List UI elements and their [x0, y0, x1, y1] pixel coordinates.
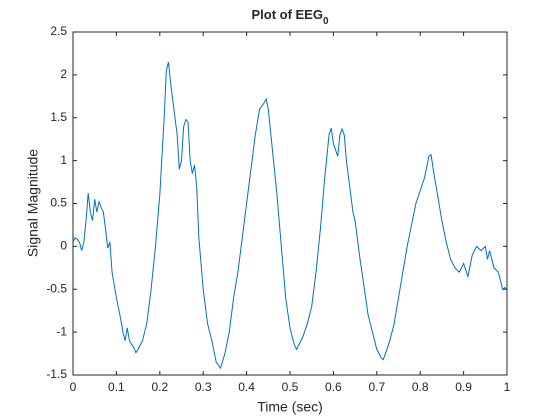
- title-subscript: 0: [323, 16, 329, 27]
- y-tick-label: -1.5: [46, 367, 67, 381]
- x-tick-label: 0.2: [151, 380, 168, 394]
- y-axis-label: Signal Magnitude: [25, 149, 41, 257]
- data-line: [72, 61, 508, 370]
- x-tick-label: 0.3: [195, 380, 212, 394]
- x-tick-label: 0.7: [368, 380, 385, 394]
- y-tick-label: -1: [56, 324, 67, 338]
- x-tick-label: 0.8: [412, 380, 429, 394]
- x-tick-label: 0.5: [282, 380, 299, 394]
- x-tick-label: 0.4: [238, 380, 255, 394]
- x-tick-label: 1: [504, 380, 511, 394]
- title-text: Plot of EEG: [251, 7, 323, 22]
- x-tick-label: 0.1: [108, 380, 125, 394]
- chart-title: Plot of EEG0: [251, 7, 329, 26]
- x-tick-label: 0.6: [325, 380, 342, 394]
- x-tick-label: 0: [70, 380, 77, 394]
- x-tick-label: 0.9: [455, 380, 472, 394]
- x-axis-label: Time (sec): [257, 399, 323, 415]
- y-tick-label: 2.5: [50, 24, 67, 38]
- y-tick-label: 2: [60, 67, 67, 81]
- y-tick-label: 1.5: [50, 110, 67, 124]
- y-tick-label: 1: [60, 153, 67, 167]
- y-tick-label: 0: [60, 239, 67, 253]
- y-tick-label: -0.5: [46, 281, 67, 295]
- y-tick-label: 0.5: [50, 196, 67, 210]
